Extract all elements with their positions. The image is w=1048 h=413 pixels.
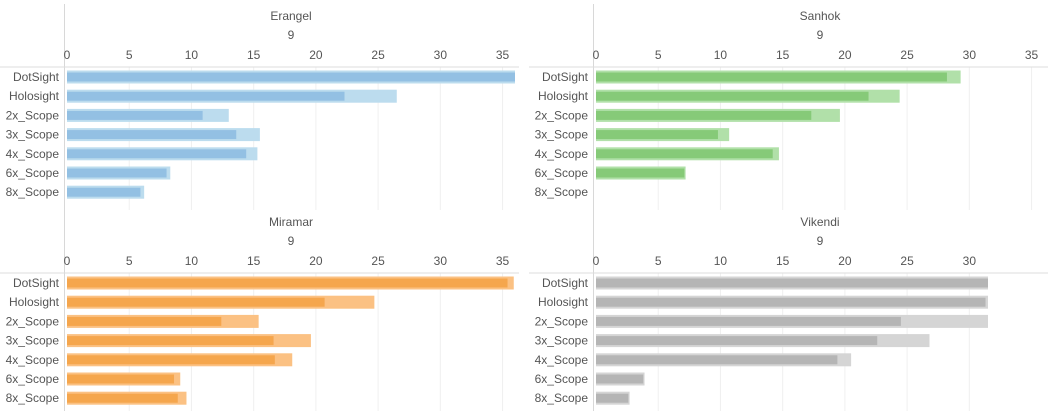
category-label: 2x_Scope <box>535 108 589 122</box>
chart-panel: Sanhok 9 0 5 10 15 20 25 30 35 DotSight Holosight 2x… <box>529 4 1048 210</box>
x-tick-label: 25 <box>371 254 385 268</box>
x-tick-label: 10 <box>185 48 199 62</box>
bar-value <box>67 110 203 120</box>
category-label: 3x_Scope <box>535 334 589 348</box>
panel-title: Vikendi <box>800 215 839 229</box>
x-tick-label: 15 <box>776 48 790 62</box>
x-tick-label: 20 <box>309 48 323 62</box>
category-label: 4x_Scope <box>6 147 60 161</box>
bar-value <box>596 393 629 403</box>
bar-value <box>596 168 685 178</box>
x-tick-label: 30 <box>963 48 977 62</box>
x-tick-label: 5 <box>655 254 662 268</box>
x-tick-label: 30 <box>434 254 448 268</box>
x-tick-label: 5 <box>126 254 133 268</box>
bar-value <box>596 297 986 307</box>
panel-subtitle: 9 <box>288 28 295 42</box>
bar-value <box>67 149 247 159</box>
category-label: DotSight <box>13 70 60 84</box>
category-label: DotSight <box>542 70 589 84</box>
bar-value <box>596 336 878 346</box>
bar-value <box>596 149 773 159</box>
x-tick-label: 0 <box>64 254 71 268</box>
category-label: 8x_Scope <box>6 185 60 199</box>
category-label: DotSight <box>13 276 60 290</box>
category-label: 2x_Scope <box>6 314 60 328</box>
bar-value <box>67 355 275 365</box>
bar-value <box>596 110 812 120</box>
x-tick-label: 25 <box>900 254 914 268</box>
category-label: 3x_Scope <box>535 128 589 142</box>
bar-value <box>596 130 718 140</box>
x-tick-label: 25 <box>371 48 385 62</box>
x-tick-label: 35 <box>496 48 510 62</box>
bar-value <box>596 72 947 82</box>
category-label: 3x_Scope <box>6 334 60 348</box>
x-tick-label: 20 <box>838 254 852 268</box>
x-tick-label: 10 <box>714 48 728 62</box>
chart-panel: Vikendi 9 0 5 10 15 20 25 30 DotSight Holosight 2x_… <box>529 210 1048 411</box>
category-label: 4x_Scope <box>6 353 60 367</box>
x-tick-label: 30 <box>963 254 977 268</box>
x-tick-label: 0 <box>593 48 600 62</box>
bar-value <box>67 91 345 101</box>
category-label: Holosight <box>538 295 589 309</box>
category-label: 2x_Scope <box>6 108 60 122</box>
category-label: Holosight <box>538 89 589 103</box>
bar-value <box>67 336 274 346</box>
x-tick-label: 35 <box>496 254 510 268</box>
category-label: 3x_Scope <box>6 128 60 142</box>
x-tick-label: 0 <box>593 254 600 268</box>
bar-value <box>67 72 515 82</box>
category-label: 4x_Scope <box>535 147 589 161</box>
x-tick-label: 10 <box>185 254 199 268</box>
x-tick-label: 35 <box>1025 48 1039 62</box>
panel-subtitle: 9 <box>288 234 295 248</box>
panel-title: Erangel <box>270 9 311 23</box>
x-tick-label: 10 <box>714 254 728 268</box>
x-tick-label: 15 <box>247 48 261 62</box>
bar-value <box>596 374 644 384</box>
bar-value <box>67 297 325 307</box>
chart-panel: Erangel 9 0 5 10 15 20 25 30 35 DotSight Holosight 2… <box>0 4 519 210</box>
x-tick-label: 15 <box>776 254 790 268</box>
bar-value <box>67 374 175 384</box>
bar-value <box>67 316 222 326</box>
x-tick-label: 30 <box>434 48 448 62</box>
bar-value <box>67 393 178 403</box>
category-label: Holosight <box>9 89 60 103</box>
bar-value <box>67 168 167 178</box>
bar-value <box>67 187 141 197</box>
bar-value <box>67 278 508 288</box>
bar-value <box>596 316 901 326</box>
category-label: Holosight <box>9 295 60 309</box>
x-tick-label: 5 <box>126 48 133 62</box>
panel-title: Sanhok <box>800 9 842 23</box>
category-label: 4x_Scope <box>535 353 589 367</box>
x-tick-label: 20 <box>309 254 323 268</box>
x-tick-label: 15 <box>247 254 261 268</box>
panel-title: Miramar <box>269 215 313 229</box>
bar-value <box>596 278 988 288</box>
chart-panel: Miramar 9 0 5 10 15 20 25 30 35 DotSight Holosight 2… <box>0 210 519 411</box>
category-label: 8x_Scope <box>6 391 60 405</box>
bar-value <box>596 91 869 101</box>
x-tick-label: 5 <box>655 48 662 62</box>
category-label: 6x_Scope <box>6 166 60 180</box>
category-label: 6x_Scope <box>535 166 589 180</box>
category-label: DotSight <box>542 276 589 290</box>
bar-value <box>67 130 237 140</box>
x-tick-label: 0 <box>64 48 71 62</box>
category-label: 8x_Scope <box>535 185 589 199</box>
category-label: 8x_Scope <box>535 391 589 405</box>
x-tick-label: 20 <box>838 48 852 62</box>
category-label: 6x_Scope <box>6 372 60 386</box>
panel-subtitle: 9 <box>817 234 824 248</box>
bar-value <box>596 355 838 365</box>
category-label: 6x_Scope <box>535 372 589 386</box>
category-label: 2x_Scope <box>535 314 589 328</box>
panel-subtitle: 9 <box>817 28 824 42</box>
x-tick-label: 25 <box>900 48 914 62</box>
